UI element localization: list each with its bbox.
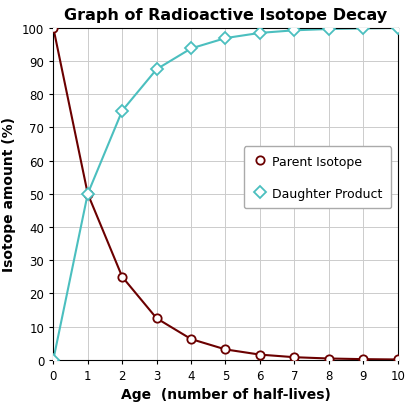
- Daughter Product: [51, 357, 56, 362]
- Parent Isotope: [188, 337, 193, 342]
- Daughter Product: [119, 109, 124, 114]
- Parent Isotope: [257, 352, 262, 357]
- Parent Isotope: [394, 357, 399, 362]
- X-axis label: Age  (number of half-lives): Age (number of half-lives): [120, 387, 330, 401]
- Daughter Product: [222, 36, 227, 41]
- Legend: Parent Isotope, Daughter Product: Parent Isotope, Daughter Product: [243, 147, 391, 209]
- Parent Isotope: [326, 356, 330, 361]
- Parent Isotope: [360, 357, 365, 362]
- Daughter Product: [326, 27, 330, 32]
- Daughter Product: [257, 31, 262, 36]
- Parent Isotope: [51, 26, 56, 31]
- Daughter Product: [188, 47, 193, 52]
- Parent Isotope: [154, 316, 159, 321]
- Daughter Product: [291, 29, 296, 34]
- Title: Graph of Radioactive Isotope Decay: Graph of Radioactive Isotope Decay: [64, 8, 386, 23]
- Daughter Product: [360, 27, 365, 32]
- Parent Isotope: [119, 275, 124, 280]
- Line: Parent Isotope: Parent Isotope: [49, 25, 401, 364]
- Parent Isotope: [85, 192, 90, 197]
- Daughter Product: [154, 67, 159, 72]
- Daughter Product: [85, 192, 90, 197]
- Y-axis label: Isotope amount (%): Isotope amount (%): [2, 117, 16, 272]
- Line: Daughter Product: Daughter Product: [49, 25, 401, 364]
- Parent Isotope: [291, 355, 296, 360]
- Daughter Product: [394, 27, 399, 31]
- Parent Isotope: [222, 347, 227, 352]
